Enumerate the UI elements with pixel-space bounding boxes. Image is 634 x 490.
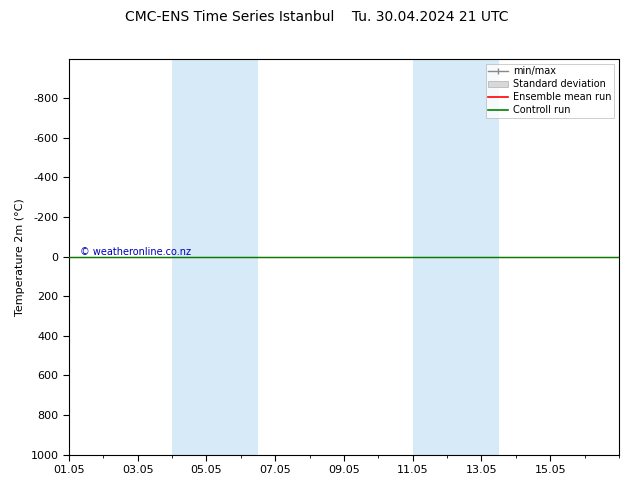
Y-axis label: Temperature 2m (°C): Temperature 2m (°C) [15,198,25,316]
Text: © weatheronline.co.nz: © weatheronline.co.nz [80,246,191,257]
Legend: min/max, Standard deviation, Ensemble mean run, Controll run: min/max, Standard deviation, Ensemble me… [486,64,614,118]
Bar [172,59,258,455]
Text: CMC-ENS Time Series Istanbul    Tu. 30.04.2024 21 UTC: CMC-ENS Time Series Istanbul Tu. 30.04.2… [126,10,508,24]
Bar [413,59,499,455]
